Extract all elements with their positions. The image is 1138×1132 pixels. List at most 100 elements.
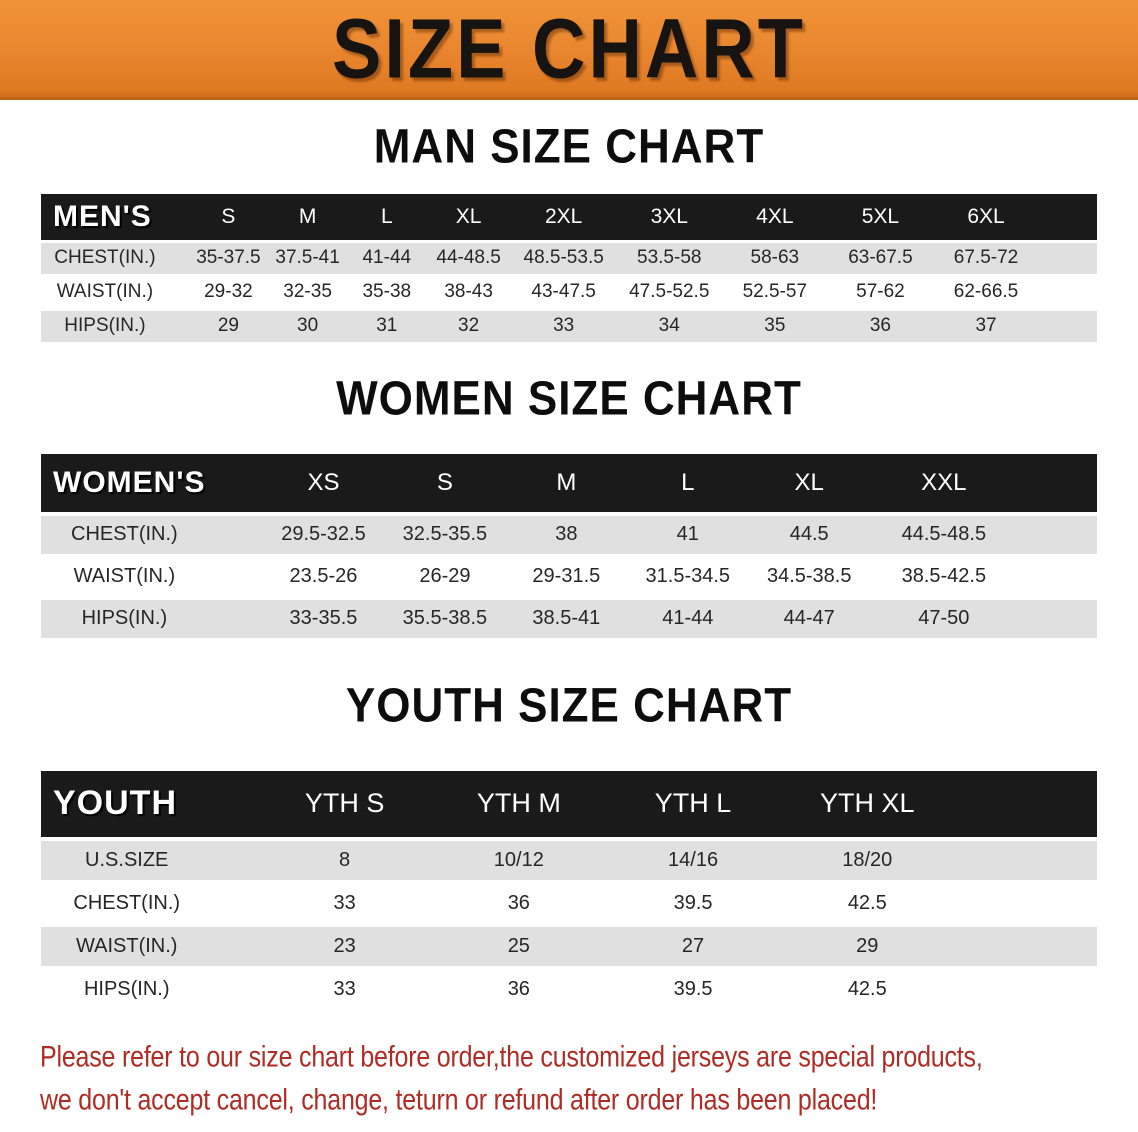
youth-table-title: YOUTH [41,770,258,839]
cell: 34 [616,307,723,345]
youth-section-heading-text: YOUTH SIZE CHART [345,678,793,733]
cell: 14/16 [605,836,781,884]
order-notice: Please refer to our size chart before or… [0,1013,1138,1129]
cell: 33 [257,965,432,1013]
spacer-cell [1038,239,1097,277]
notice-line-2: we don't accept cancel, change, teturn o… [40,1082,1108,1129]
youth-chest-row: CHEST(IN.) 33 36 39.5 42.5 [41,879,1097,927]
men-size-table: MEN'S S M L XL 2XL 3XL 4XL 5XL 6XL CHEST… [41,194,1097,345]
cell: 57-62 [827,273,934,311]
spacer-cell [954,770,1097,839]
men-column-header-m: M [268,194,348,241]
cell: 38 [505,511,628,558]
women-column-header-m: M [505,453,628,514]
cell: 26-29 [384,553,506,600]
women-section-heading: WOMEN SIZE CHART [0,345,1138,454]
cell: 32.5-35.5 [384,511,506,558]
spacer-cell [1038,307,1097,345]
men-column-header-4xl: 4XL [722,194,828,241]
youth-column-header-m: YTH M [431,770,606,839]
youth-column-header-s: YTH S [257,770,432,839]
cell: 32-35 [268,273,348,311]
cell: 10/12 [431,836,606,884]
cell: 27 [605,922,781,970]
men-column-header-xl: XL [426,194,511,241]
cell: 35-37.5 [188,239,269,277]
cell: 48.5-53.5 [510,239,617,277]
women-size-table: WOMEN'S XS S M L XL XXL CHEST(IN.) 29.5-… [41,453,1097,642]
women-waist-row: WAIST(IN.) 23.5-26 26-29 29-31.5 31.5-34… [41,553,1097,600]
men-column-header-s: S [188,194,269,241]
spacer-cell [1038,194,1097,241]
banner-title: SIZE CHART [332,1,806,96]
men-hips-row: HIPS(IN.) 29 30 31 32 33 34 35 36 37 [41,307,1097,345]
row-label: CHEST(IN.) [41,879,258,927]
cell: 52.5-57 [722,273,828,311]
men-chest-row: CHEST(IN.) 35-37.5 37.5-41 41-44 44-48.5… [41,239,1097,277]
cell: 39.5 [605,965,781,1013]
cell: 18/20 [780,836,955,884]
cell: 36 [827,307,934,345]
men-column-header-3xl: 3XL [616,194,723,241]
cell: 36 [431,965,606,1013]
cell: 32 [426,307,511,345]
cell: 37 [933,307,1039,345]
cell: 44-47 [748,595,870,642]
row-label: CHEST(IN.) [41,511,263,558]
notice-line-1: Please refer to our size chart before or… [40,1039,1108,1086]
cell: 33 [510,307,617,345]
women-section-heading-text: WOMEN SIZE CHART [336,371,802,426]
cell: 44-48.5 [426,239,511,277]
men-column-header-l: L [347,194,427,241]
youth-size-table: YOUTH YTH S YTH M YTH L YTH XL U.S.SIZE … [41,770,1097,1013]
youth-waist-row: WAIST(IN.) 23 25 27 29 [41,922,1097,970]
spacer-cell [1017,511,1097,558]
cell: 47.5-52.5 [616,273,723,311]
youth-section-heading: YOUTH SIZE CHART [0,642,1138,771]
cell: 30 [268,307,348,345]
youth-column-header-xl: YTH XL [780,770,955,839]
cell: 31 [347,307,427,345]
cell: 38-43 [426,273,511,311]
cell: 35.5-38.5 [384,595,506,642]
notice-line-1-text: Please refer to our size chart before or… [40,1039,983,1074]
women-chest-row: CHEST(IN.) 29.5-32.5 32.5-35.5 38 41 44.… [41,511,1097,558]
row-label: HIPS(IN.) [41,965,258,1013]
banner: SIZE CHART [0,0,1138,100]
cell: 47-50 [869,595,1018,642]
cell: 35-38 [347,273,427,311]
notice-line-2-text: we don't accept cancel, change, teturn o… [40,1082,878,1117]
cell: 38.5-41 [505,595,628,642]
cell: 58-63 [722,239,828,277]
row-label: WAIST(IN.) [41,553,263,600]
cell: 41 [627,511,749,558]
women-column-header-l: L [627,453,749,514]
cell: 67.5-72 [933,239,1039,277]
cell: 35 [722,307,828,345]
row-label: WAIST(IN.) [41,922,258,970]
cell: 42.5 [780,879,955,927]
cell: 44.5-48.5 [869,511,1018,558]
cell: 38.5-42.5 [869,553,1018,600]
men-column-header-2xl: 2XL [510,194,617,241]
cell: 41-44 [347,239,427,277]
spacer-cell [1038,273,1097,311]
youth-table-header-row: YOUTH YTH S YTH M YTH L YTH XL [41,770,1097,839]
men-table-title: MEN'S [41,194,189,241]
cell: 8 [257,836,432,884]
spacer-cell [954,879,1097,927]
man-section-heading: MAN SIZE CHART [0,100,1138,194]
row-label: HIPS(IN.) [41,595,263,642]
cell: 33 [257,879,432,927]
cell: 23.5-26 [262,553,385,600]
spacer-cell [954,836,1097,884]
spacer-cell [1017,595,1097,642]
youth-ussize-row: U.S.SIZE 8 10/12 14/16 18/20 [41,836,1097,884]
cell: 43-47.5 [510,273,617,311]
cell: 36 [431,879,606,927]
women-column-header-xl: XL [748,453,870,514]
cell: 33-35.5 [262,595,385,642]
row-label: U.S.SIZE [41,836,258,884]
spacer-cell [1017,453,1097,514]
cell: 31.5-34.5 [627,553,749,600]
